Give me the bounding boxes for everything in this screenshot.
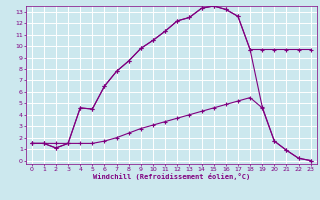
X-axis label: Windchill (Refroidissement éolien,°C): Windchill (Refroidissement éolien,°C) xyxy=(92,173,250,180)
